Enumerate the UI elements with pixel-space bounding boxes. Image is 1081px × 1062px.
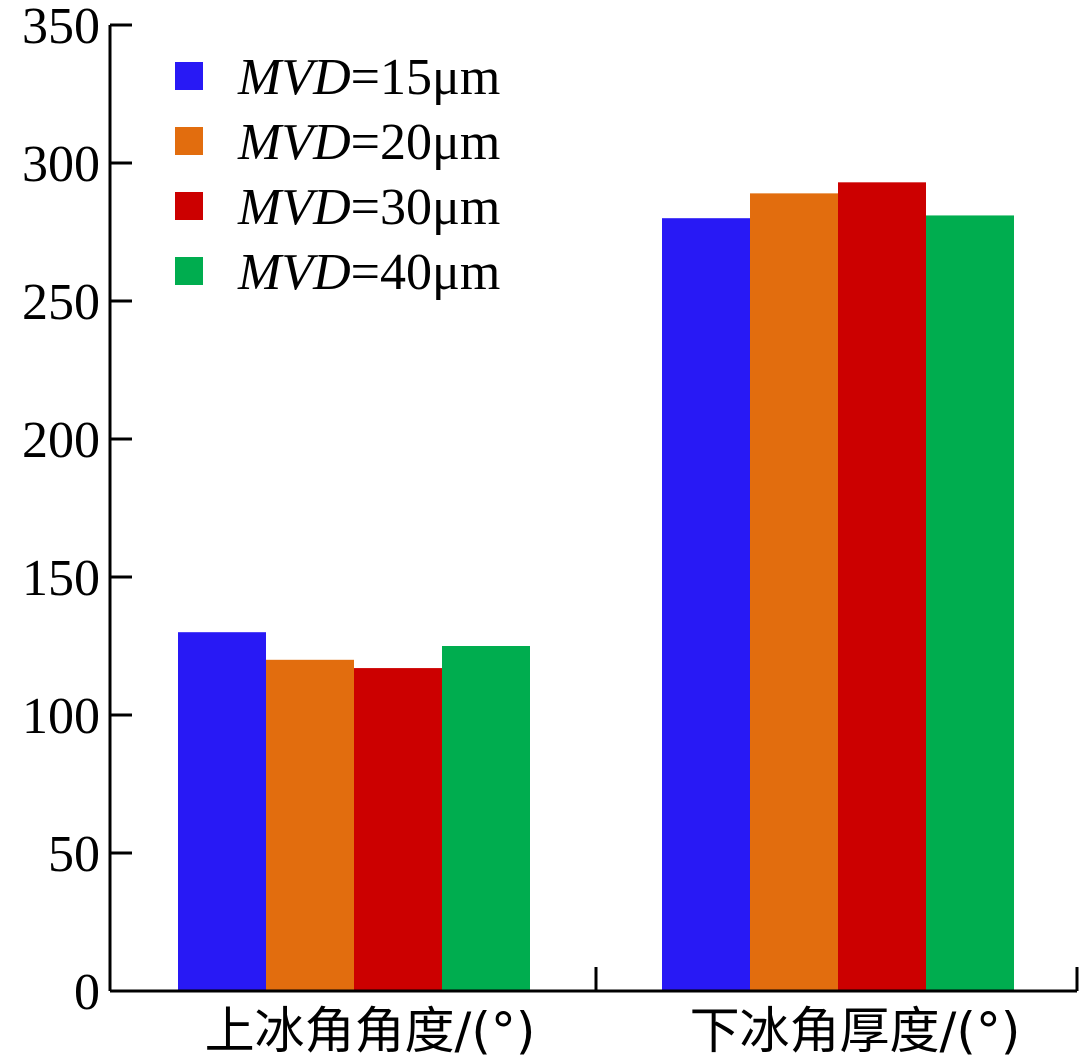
y-tick-label: 150 [22,550,100,607]
legend-label-variable: MVD [237,179,351,236]
y-tick-label: 100 [22,688,100,745]
bar-2-3 [838,182,926,991]
legend-swatch [175,192,203,220]
bar-2-4 [926,215,1014,991]
bars [178,182,1014,992]
legend-label-variable: MVD [237,114,351,171]
x-labels: 上冰角角度/(°) 下冰角厚度/(°) [205,1002,1021,1060]
legend-entry: MVD=30μm [237,179,500,236]
y-tick-label: 0 [74,964,100,1021]
legend-label-value: =30μm [351,179,501,236]
bar-1-1 [178,632,266,991]
y-tick-label: 300 [22,136,100,193]
legend-entry: MVD=40μm [237,244,500,301]
bar-1-2 [266,659,354,991]
legend-label-variable: MVD [237,49,351,106]
y-tick-label: 200 [22,412,100,469]
legend-swatch [175,257,203,285]
y-tick-label: 250 [22,274,100,331]
legend-entry: MVD=20μm [237,114,500,171]
bar-1-4 [442,646,530,991]
legend-swatch [175,127,203,155]
y-tick-label: 50 [48,826,100,883]
bar-1-3 [354,668,442,991]
legend-label-value: =40μm [351,244,501,301]
axes [108,25,1079,993]
bar-2-1 [662,218,750,991]
legend-swatch [175,62,203,90]
y-tick-label: 350 [22,0,100,55]
legend-label-value: =15μm [351,49,501,106]
y-ticks: 0 50 100 150 200 250 300 350 [22,0,132,1021]
bar-2-2 [750,193,838,992]
legend-label-value: =20μm [351,114,501,171]
legend-entry: MVD=15μm [237,49,500,106]
x-category-label: 上冰角角度/(°) [205,1002,536,1060]
x-category-label: 下冰角厚度/(°) [690,1002,1021,1060]
legend-label-variable: MVD [237,244,351,301]
